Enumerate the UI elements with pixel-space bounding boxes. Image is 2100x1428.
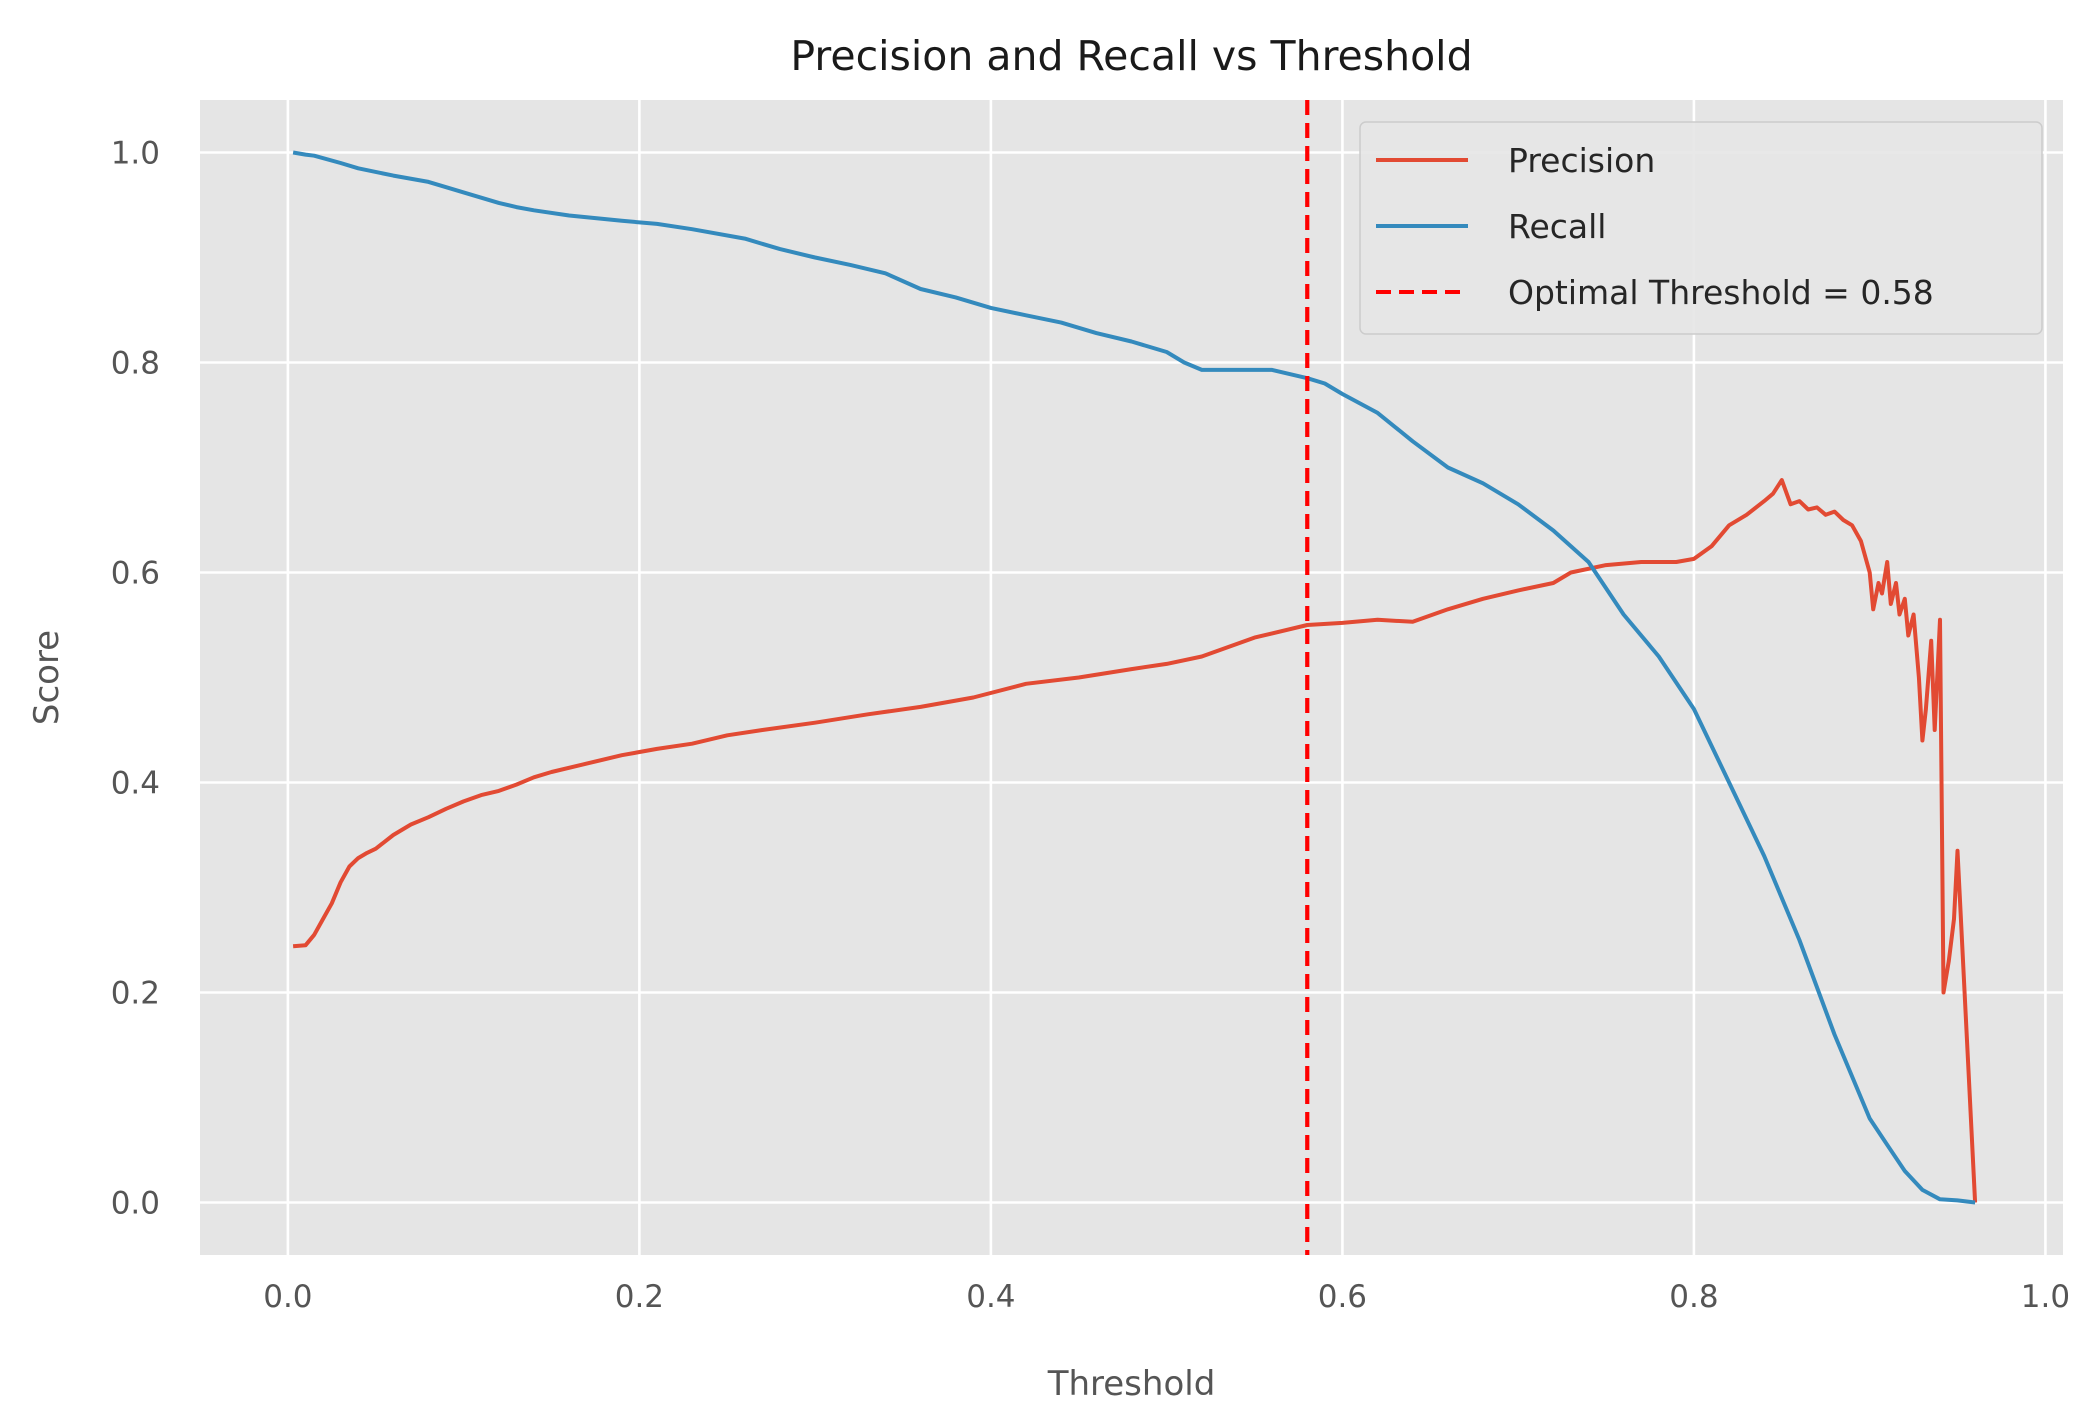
legend-label-recall: Recall xyxy=(1508,207,1606,246)
x-tick-label: 1.0 xyxy=(2021,1279,2070,1315)
legend-box xyxy=(1359,121,2043,335)
y-axis-label: Score xyxy=(27,630,67,725)
y-tick-label: 0.4 xyxy=(111,766,160,802)
x-tick-label: 0.2 xyxy=(615,1279,664,1315)
y-tick-label: 1.0 xyxy=(111,136,160,172)
chart-title: Precision and Recall vs Threshold xyxy=(790,32,1472,80)
x-axis-label: Threshold xyxy=(1047,1364,1216,1404)
x-tick-label: 0.4 xyxy=(966,1279,1015,1315)
series-line-precision xyxy=(292,478,1978,1203)
y-tick-label: 0.0 xyxy=(111,1186,160,1222)
legend-label-precision: Precision xyxy=(1508,141,1655,180)
y-tick-label: 0.8 xyxy=(111,346,160,382)
series-line-recall xyxy=(292,150,1976,1205)
y-tick-label: 0.2 xyxy=(111,976,160,1012)
legend: Precision Recall Optimal Threshold = 0.58 xyxy=(1359,121,2043,335)
tick-labels: 0.0 0.2 0.4 0.6 0.8 1.0 0.0 0.2 0.4 0.6 0.8 1.0 xyxy=(111,136,2070,1316)
series-layer xyxy=(292,150,1978,1205)
y-tick-label: 0.6 xyxy=(111,556,160,592)
x-tick-label: 0.8 xyxy=(1669,1279,1718,1315)
x-tick-label: 0.0 xyxy=(263,1279,312,1315)
legend-label-optimal-threshold: Optimal Threshold = 0.58 xyxy=(1508,273,1934,312)
x-tick-label: 0.6 xyxy=(1318,1279,1367,1315)
